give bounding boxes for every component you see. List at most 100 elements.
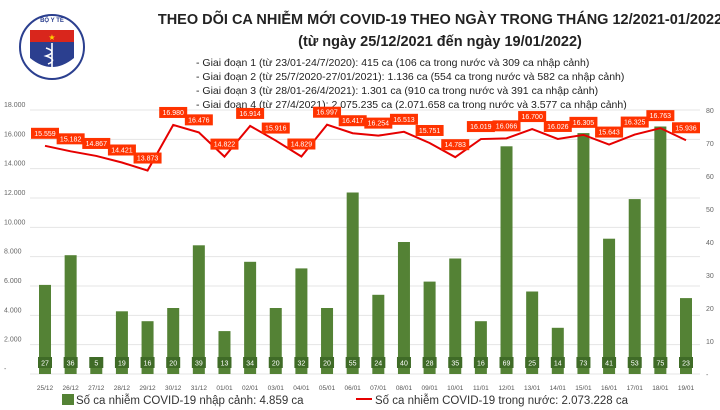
left-axis-tick: 6.000 — [4, 278, 22, 285]
bar-label-box — [140, 357, 155, 368]
bar — [628, 199, 641, 374]
line-value-label: 14.783 — [445, 142, 467, 149]
x-axis-tick: 12/01 — [498, 385, 515, 392]
legend: Số ca nhiễm COVID-19 nhập cảnh: 4.859 ca… — [62, 394, 629, 407]
line-label-box — [441, 139, 470, 151]
svg-text:★: ★ — [48, 33, 55, 42]
line-series — [44, 123, 687, 172]
line-value-label: 15.559 — [34, 131, 56, 138]
line-value-label: 16.700 — [521, 114, 543, 121]
line-value-label: 15.182 — [60, 136, 82, 143]
bar-value-label: 32 — [298, 361, 306, 368]
x-axis-tick: 03/01 — [268, 385, 285, 392]
left-axis-tick: 8.000 — [4, 249, 22, 256]
line-value-label: 14.421 — [111, 147, 133, 154]
line-label-box — [543, 120, 572, 132]
line-value-label: 16.026 — [547, 124, 569, 131]
bar-value-label: 28 — [426, 361, 434, 368]
bar — [295, 268, 308, 374]
line-value-label: 14.822 — [214, 142, 236, 149]
left-axis-tick: 18.000 — [4, 102, 26, 109]
line-value-label: 15.751 — [419, 128, 441, 135]
right-axis-tick: 80 — [706, 108, 714, 115]
right-axis-tick: 60 — [706, 174, 714, 181]
line-value-label: 16.019 — [470, 124, 492, 131]
bar-label-box — [550, 357, 565, 368]
line-label-box — [184, 114, 213, 126]
bar-label-box — [191, 357, 206, 368]
line-label-box — [31, 127, 59, 139]
line-label-box — [338, 115, 367, 127]
line-label-box — [389, 113, 418, 125]
line-label-box — [569, 116, 598, 128]
x-axis-tick: 29/12 — [139, 385, 156, 392]
left-axis-tick: 12.000 — [4, 190, 26, 197]
left-axis-tick: 2.000 — [4, 337, 22, 344]
bar-label-box — [627, 357, 642, 368]
bar — [526, 291, 539, 374]
bar — [680, 298, 692, 374]
bar-value-label: 20 — [323, 361, 331, 368]
bar-value-label: 14 — [554, 361, 562, 368]
bar-label-box — [422, 357, 437, 368]
x-axis-tick: 04/01 — [293, 385, 310, 392]
x-axis-tick: 01/01 — [216, 385, 233, 392]
line-value-label: 16.325 — [624, 120, 646, 127]
line-value-label: 16.997 — [316, 110, 338, 117]
line-label-box — [261, 122, 290, 134]
legend-bar-swatch — [62, 394, 74, 405]
bar-label-box — [114, 357, 129, 368]
line-label-box — [620, 116, 649, 128]
line-label-box — [518, 111, 547, 123]
line-value-label: 15.916 — [265, 126, 287, 133]
x-axis-tick: 06/01 — [345, 385, 362, 392]
bar-label-box — [243, 357, 258, 368]
bar-label-box — [602, 357, 617, 368]
bar-label-box — [499, 357, 514, 368]
x-axis-tick: 08/01 — [396, 385, 413, 392]
bar — [654, 126, 667, 374]
line-label-box — [82, 137, 111, 149]
x-axis-tick: 14/01 — [550, 385, 567, 392]
right-axis-tick: 20 — [706, 306, 714, 313]
bar-label-box — [217, 357, 232, 368]
bar — [372, 294, 385, 374]
bar — [500, 146, 513, 374]
bar-label-box — [448, 357, 463, 368]
note-4: - Giai đoạn 4 (từ 27/4/2021): 2.075.235 … — [196, 99, 627, 111]
line-value-label: 14.867 — [86, 141, 108, 148]
bar-value-label: 16 — [144, 361, 152, 368]
x-axis-tick: 19/01 — [678, 385, 695, 392]
right-axis-tick: 50 — [706, 207, 714, 214]
svg-text:BỘ Y TẾ: BỘ Y TẾ — [40, 16, 64, 24]
line-label-box — [364, 117, 393, 129]
line-value-label: 16.066 — [496, 123, 518, 130]
note-2: - Giai đoạn 2 (từ 25/7/2020-27/01/2021):… — [196, 71, 624, 83]
line-value-label: 14.829 — [291, 142, 313, 149]
line-label-box — [56, 133, 85, 145]
line-label-box — [672, 122, 700, 134]
x-axis-tick: 05/01 — [319, 385, 336, 392]
bar-value-label: 5 — [94, 361, 98, 368]
left-axis-tick: - — [4, 366, 7, 373]
line-label-box — [595, 126, 624, 138]
legend-line-label: Số ca nhiễm COVID-19 trong nước: 2.073.2… — [375, 394, 629, 407]
left-axis-tick: 10.000 — [4, 219, 26, 226]
line-label-box — [415, 124, 444, 136]
line-value-label: 15.936 — [675, 125, 697, 132]
bar-label-box — [89, 357, 104, 368]
bar-label-box — [320, 357, 335, 368]
line-label-box — [492, 120, 521, 132]
line-value-label: 16.763 — [650, 113, 672, 120]
right-axis-tick: 40 — [706, 240, 714, 247]
bar-label-box — [396, 357, 411, 368]
bar-label-box — [63, 357, 78, 368]
x-axis-tick: 15/01 — [575, 385, 592, 392]
bar-value-label: 53 — [631, 361, 639, 368]
bar-value-label: 27 — [41, 361, 49, 368]
x-axis-tick: 30/12 — [165, 385, 182, 392]
bar-value-label: 16 — [477, 361, 485, 368]
bar-label-box — [653, 357, 668, 368]
